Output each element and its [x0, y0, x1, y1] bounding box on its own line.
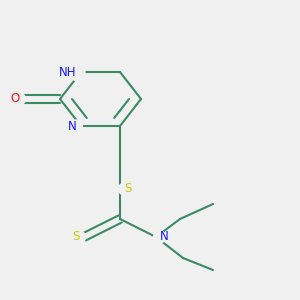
Circle shape [68, 64, 85, 80]
Circle shape [74, 231, 86, 243]
Circle shape [118, 183, 130, 195]
Text: N: N [160, 230, 168, 244]
Circle shape [154, 231, 166, 243]
Text: O: O [10, 92, 20, 106]
Text: NH: NH [59, 65, 76, 79]
Text: S: S [124, 182, 132, 196]
Circle shape [14, 93, 26, 105]
Text: S: S [72, 230, 80, 244]
Circle shape [70, 120, 83, 132]
Text: N: N [68, 119, 76, 133]
